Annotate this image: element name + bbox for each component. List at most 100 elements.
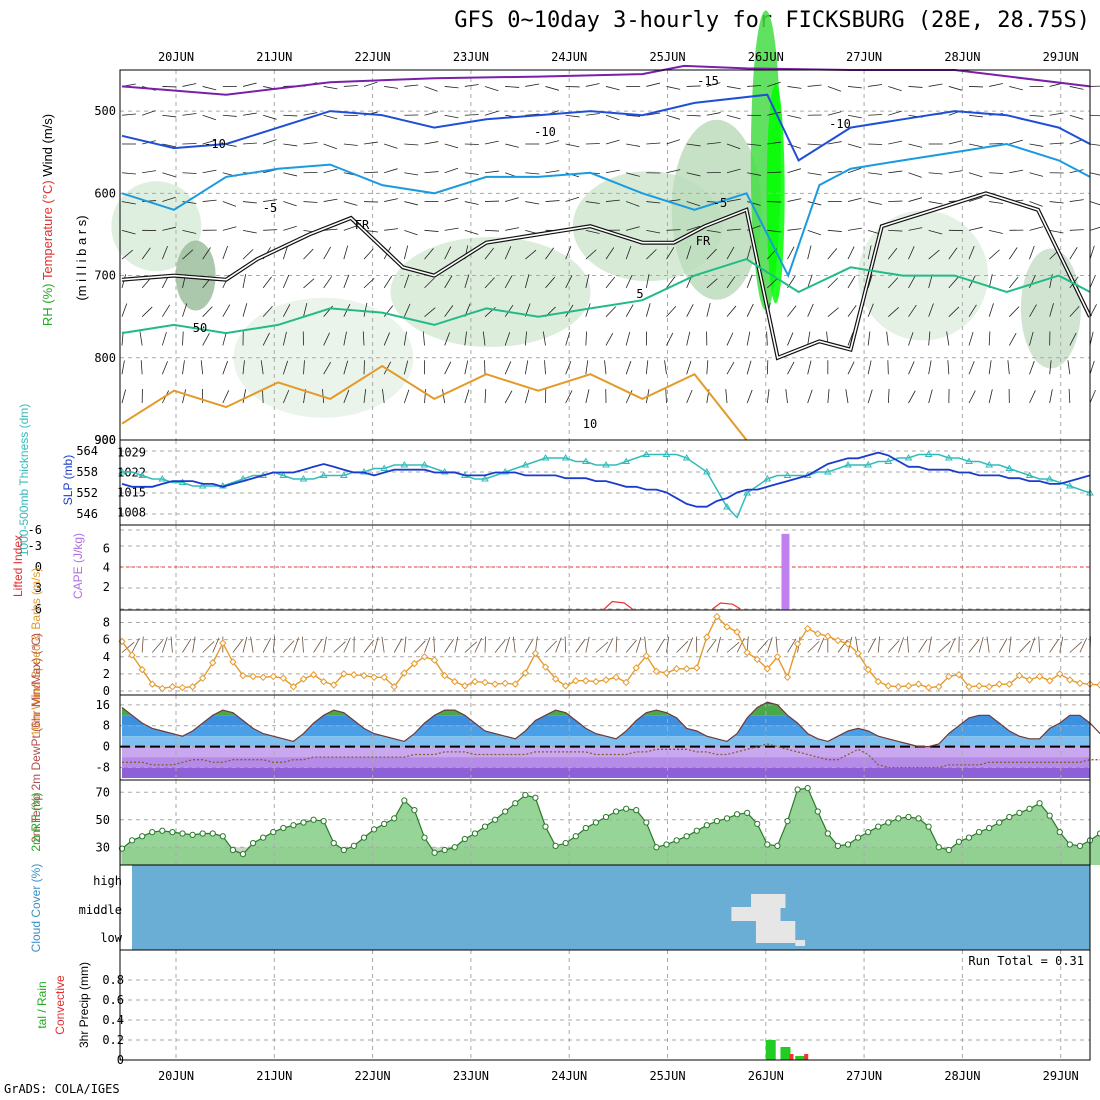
- wind-barb: [565, 245, 572, 260]
- wind-barb: [283, 143, 298, 147]
- wind-barb: [343, 360, 349, 375]
- wind-barb: [666, 305, 677, 317]
- wind-barb: [867, 331, 871, 346]
- wind-barb: [656, 638, 666, 653]
- rh-marker: [391, 815, 398, 822]
- rh-marker: [481, 823, 489, 830]
- wind-barb: [1069, 86, 1084, 90]
- pressure-tick-label: 500: [94, 104, 116, 118]
- wind-barb: [343, 389, 350, 404]
- rh-marker: [522, 791, 529, 799]
- wind-barb: [444, 361, 452, 375]
- thickness-marker: [662, 450, 671, 457]
- wind-barb: [222, 390, 230, 404]
- rh-marker: [552, 842, 559, 849]
- wind-barb: [928, 229, 943, 235]
- wind-barb: [505, 143, 519, 148]
- rh-shading: [766, 83, 785, 304]
- rh-marker: [441, 846, 448, 854]
- wind-barb: [242, 112, 257, 116]
- rh-marker: [1046, 812, 1053, 819]
- wind-barb: [524, 389, 530, 404]
- temp-band: [122, 715, 1090, 726]
- thickness-marker: [985, 461, 994, 468]
- rh-marker: [1006, 813, 1013, 821]
- rh-marker: [975, 829, 983, 836]
- wind-barb: [605, 199, 620, 202]
- wind-barb: [482, 331, 486, 346]
- wind-barb: [192, 636, 196, 653]
- wind-barb: [404, 172, 419, 176]
- rh-marker: [723, 815, 731, 822]
- wind-barb: [807, 360, 812, 375]
- cloud-background: [132, 865, 1090, 950]
- wind-barb: [142, 170, 157, 174]
- wind-barb: [947, 360, 950, 375]
- slp-tick-label: 1008: [117, 505, 146, 519]
- wind-barb: [545, 170, 560, 174]
- wind-barb: [424, 111, 439, 116]
- temp-line: [121, 701, 1100, 748]
- wind-barb: [424, 141, 439, 145]
- wind-barb: [404, 229, 418, 236]
- wind-barb: [202, 86, 217, 91]
- wind-barb: [363, 278, 375, 289]
- thickness-marker: [158, 475, 167, 482]
- date-label-bottom: 20JUN: [158, 1069, 194, 1083]
- wind-marker: [854, 649, 862, 658]
- wind-barb: [946, 331, 950, 346]
- wind-barb: [1029, 390, 1036, 404]
- wind-barb: [767, 171, 782, 174]
- wind-barb: [444, 86, 459, 89]
- wind-barb: [585, 331, 587, 346]
- wind-barb: [908, 361, 915, 375]
- thickness-marker: [763, 475, 772, 482]
- thickness-tick-label: 552: [76, 486, 98, 500]
- wind-marker: [501, 679, 509, 688]
- rh-marker: [562, 840, 569, 847]
- rh-marker: [330, 840, 337, 847]
- wind-barb: [1019, 640, 1031, 653]
- rh-marker: [865, 829, 872, 836]
- wind-barb: [686, 225, 701, 231]
- wind-barb: [202, 139, 217, 145]
- rh-marker: [169, 829, 176, 836]
- wind-barb: [282, 245, 289, 260]
- wind-barb: [827, 86, 842, 92]
- wind-barb: [1049, 639, 1059, 653]
- wind-barb: [1049, 229, 1064, 234]
- wind-barb: [807, 84, 822, 87]
- rh-marker: [1056, 829, 1063, 836]
- wind-barb: [1007, 360, 1010, 375]
- rh-marker: [179, 830, 186, 837]
- rh-marker: [612, 808, 620, 815]
- wind-barb: [1069, 247, 1078, 260]
- rh-marker: [249, 840, 257, 847]
- wind-barb: [283, 172, 298, 177]
- wind-marker: [612, 673, 620, 682]
- cloud-middle-patch: [731, 907, 781, 921]
- date-label-bottom: 24JUN: [551, 1069, 587, 1083]
- wind-barb: [746, 360, 752, 375]
- wind-barb: [303, 142, 318, 145]
- wind-marker: [561, 682, 570, 690]
- wind-tick-label: 6: [103, 633, 110, 647]
- wind-barb: [787, 86, 802, 89]
- wind-barb: [403, 360, 409, 375]
- wind-barb: [242, 303, 248, 317]
- wind-marker: [471, 677, 479, 686]
- wind-barb: [484, 170, 499, 174]
- rh-marker: [1026, 805, 1033, 812]
- wind-barb: [928, 636, 932, 653]
- wind-marker: [592, 677, 600, 686]
- wind-barb: [444, 167, 459, 174]
- wind-barb: [605, 139, 620, 145]
- wind-barb: [706, 142, 721, 145]
- thickness-marker: [864, 461, 873, 468]
- wind-barb: [121, 303, 128, 317]
- rh-marker: [128, 837, 136, 844]
- wind-marker: [713, 612, 721, 621]
- wind-barb: [827, 111, 842, 116]
- precip-legend-rain: tal / Rain: [35, 981, 49, 1028]
- contour-label: -15: [697, 74, 719, 88]
